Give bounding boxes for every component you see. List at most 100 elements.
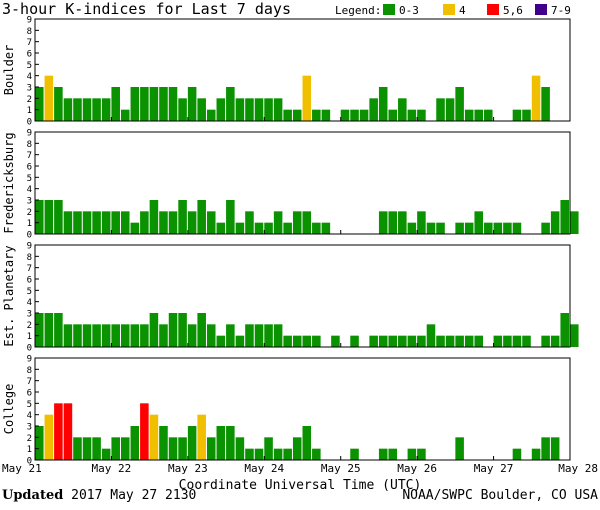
k-index-bar [283, 335, 292, 347]
k-index-bar [226, 324, 235, 347]
k-index-bar [235, 222, 245, 234]
legend: 0-3 4 5,6 7-9 [383, 4, 571, 17]
k-index-bar [407, 448, 417, 460]
k-index-bar [264, 98, 273, 121]
k-index-bar [140, 211, 149, 234]
k-index-bar [407, 335, 417, 347]
k-index-bar [235, 335, 245, 347]
legend-swatch [535, 4, 547, 15]
k-index-bar [111, 324, 120, 347]
k-index-bar [484, 109, 493, 121]
y-tick-label: 3 [27, 310, 32, 320]
k-index-bar [111, 211, 120, 234]
y-tick-label: 7 [27, 38, 32, 48]
k-index-bar [245, 211, 254, 234]
k-index-bar [35, 313, 44, 347]
k-index-bar [474, 211, 484, 234]
x-tick-label: May 23 [168, 462, 208, 475]
k-index-bar [369, 98, 378, 121]
source-credit: NOAA/SWPC Boulder, CO USA [402, 488, 598, 503]
k-index-bar [254, 222, 264, 234]
k-index-bar [149, 200, 159, 234]
k-index-bar [426, 222, 436, 234]
panel: 0 123 456 789 Est. Planetary [2, 242, 579, 354]
legend-entry-label: 4 [459, 4, 466, 17]
k-index-bar [407, 109, 417, 121]
y-tick-label: 9 [27, 242, 32, 252]
x-tick-label: May 28 [558, 462, 598, 475]
k-index-bar [264, 437, 273, 460]
k-index-bar [455, 335, 464, 347]
k-index-bar [44, 200, 54, 234]
k-index-bar [398, 211, 407, 234]
k-index-bar [120, 211, 130, 234]
updated-value: 2017 May 27 2130 [71, 488, 197, 503]
k-index-bar [159, 426, 168, 460]
y-tick-label: 9 [27, 16, 32, 26]
updated-label: Updated [2, 488, 64, 503]
k-index-bar [398, 98, 407, 121]
k-index-bar [512, 335, 522, 347]
panel: 0 123 456 789 Boulder [2, 16, 571, 128]
k-index-bar [235, 98, 245, 121]
k-index-bar [168, 87, 178, 121]
x-tick-label: May 27 [474, 462, 514, 475]
k-index-bar [560, 200, 569, 234]
k-index-bar [312, 109, 321, 121]
k-index-bar [168, 313, 178, 347]
x-tick-label: May 26 [397, 462, 437, 475]
k-index-bar [120, 109, 130, 121]
updated-text: Updated 2017 May 27 2130 [2, 488, 196, 503]
k-index-bar [130, 324, 140, 347]
k-index-bar [187, 211, 197, 234]
k-index-bar [550, 335, 560, 347]
k-index-bar [73, 211, 82, 234]
k-index-bar [178, 200, 187, 234]
k-index-bar [388, 211, 398, 234]
panel-label: Fredericksburg [2, 132, 16, 233]
k-index-bar [54, 87, 63, 121]
k-index-bar [455, 87, 464, 121]
k-index-bar [350, 448, 359, 460]
k-index-bar [378, 211, 388, 234]
k-index-bar [73, 437, 82, 460]
k-index-bar [359, 109, 369, 121]
k-index-bar [436, 222, 445, 234]
k-index-bar [120, 324, 130, 347]
k-index-bar [302, 426, 312, 460]
k-index-bar [273, 324, 283, 347]
k-index-bar [570, 211, 579, 234]
x-tick-label: May 24 [244, 462, 284, 475]
k-index-bar [120, 437, 130, 460]
k-index-bar [226, 200, 235, 234]
k-index-bar [168, 437, 178, 460]
k-index-bar [63, 98, 73, 121]
k-index-bar [331, 335, 340, 347]
k-index-bar [92, 437, 101, 460]
y-tick-label: 0 [27, 231, 32, 241]
k-index-bar [369, 335, 378, 347]
k-index-bar [378, 87, 388, 121]
k-index-bar [216, 426, 226, 460]
y-tick-label: 5 [27, 174, 32, 184]
k-index-bar [388, 335, 398, 347]
y-tick-label: 3 [27, 197, 32, 207]
k-index-bar [187, 87, 197, 121]
k-index-bar [512, 109, 522, 121]
k-index-bar [159, 87, 168, 121]
panel-frame [34, 357, 571, 461]
k-index-bar [312, 448, 321, 460]
y-tick-label: 2 [27, 434, 32, 444]
legend-swatch [443, 4, 455, 15]
k-index-bar [54, 313, 63, 347]
y-tick-label: 5 [27, 61, 32, 71]
k-index-bar [82, 437, 92, 460]
k-index-bar [111, 437, 120, 460]
k-index-bar [302, 335, 312, 347]
y-tick-label: 4 [27, 298, 32, 308]
k-index-bar [73, 324, 82, 347]
k-index-bar [101, 324, 111, 347]
k-index-bar [493, 222, 503, 234]
k-index-bar [73, 98, 82, 121]
